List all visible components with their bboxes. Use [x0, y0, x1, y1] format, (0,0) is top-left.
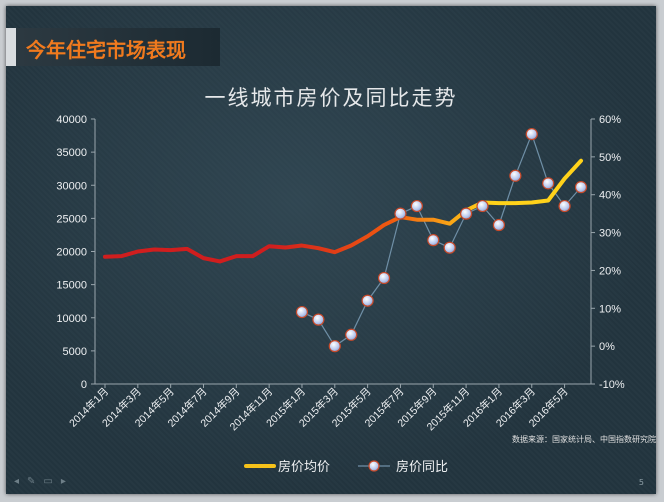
- right-tick-label: 0%: [599, 341, 615, 353]
- left-tick-label: 25000: [56, 213, 87, 225]
- heading-bar: 今年住宅市场表现: [6, 28, 220, 66]
- series-yoy-point: [345, 328, 358, 341]
- legend-yoy-label: 房价同比: [396, 459, 448, 475]
- chart-title: 一线城市房价及同比走势: [204, 86, 458, 110]
- series-yoy-point: [295, 305, 309, 319]
- left-tick-label: 40000: [56, 114, 87, 126]
- series-yoy-point: [394, 207, 407, 220]
- left-tick-label: 30000: [56, 180, 87, 192]
- right-tick-label: 20%: [599, 265, 621, 277]
- right-tick-label: 50%: [599, 152, 621, 164]
- series-yoy-point: [476, 199, 489, 213]
- left-tick-label: 5000: [63, 346, 87, 358]
- series-yoy-point: [542, 177, 555, 190]
- series-yoy-point: [558, 199, 571, 213]
- legend-price-label: 房价均价: [278, 459, 330, 475]
- series-yoy-point: [361, 294, 374, 307]
- right-tick-label: -10%: [599, 379, 625, 391]
- prev-icon[interactable]: ◂: [14, 476, 20, 487]
- series-yoy-point: [328, 340, 341, 353]
- page-number: 5: [638, 478, 644, 487]
- series-yoy-point: [312, 313, 325, 326]
- left-tick-label: 0: [81, 379, 87, 391]
- slide-nav: ◂ ✎ ▭ ▸: [14, 476, 66, 487]
- series-yoy-point: [410, 199, 423, 213]
- next-icon[interactable]: ▸: [60, 476, 66, 487]
- series-yoy-line: [301, 132, 582, 347]
- series-yoy-point: [443, 241, 456, 254]
- legend-yoy-marker: [368, 460, 380, 472]
- series-yoy-point: [427, 234, 440, 247]
- series-yoy-point: [525, 128, 538, 141]
- series-price-line: [103, 158, 583, 264]
- right-tick-label: 30%: [599, 228, 621, 240]
- series-yoy-point: [574, 181, 588, 194]
- pen-icon[interactable]: ✎: [27, 476, 36, 487]
- series-yoy-point: [492, 218, 506, 232]
- data-source: 数据来源：国家统计局、中国指数研究院: [512, 435, 656, 444]
- series-yoy-point: [509, 169, 522, 182]
- left-tick-label: 15000: [56, 280, 87, 292]
- right-tick-label: 60%: [599, 114, 621, 126]
- left-tick-label: 10000: [56, 313, 87, 325]
- series-yoy-point: [377, 271, 391, 285]
- menu-icon[interactable]: ▭: [43, 476, 53, 487]
- heading-accent: [6, 28, 16, 66]
- slide-heading: 今年住宅市场表现: [26, 38, 186, 62]
- chart: 0 5000 10000 15000 20000 25000 30000 35000 40000…: [56, 114, 625, 475]
- right-tick-label: 40%: [599, 190, 621, 202]
- right-tick-label: 10%: [599, 303, 621, 315]
- series-yoy-point: [460, 207, 473, 220]
- left-tick-label: 35000: [56, 147, 87, 159]
- slide: 今年住宅市场表现 一线城市房价及同比走势 0 5000 10000 15000 2000…: [6, 6, 656, 494]
- left-tick-label: 20000: [56, 247, 87, 259]
